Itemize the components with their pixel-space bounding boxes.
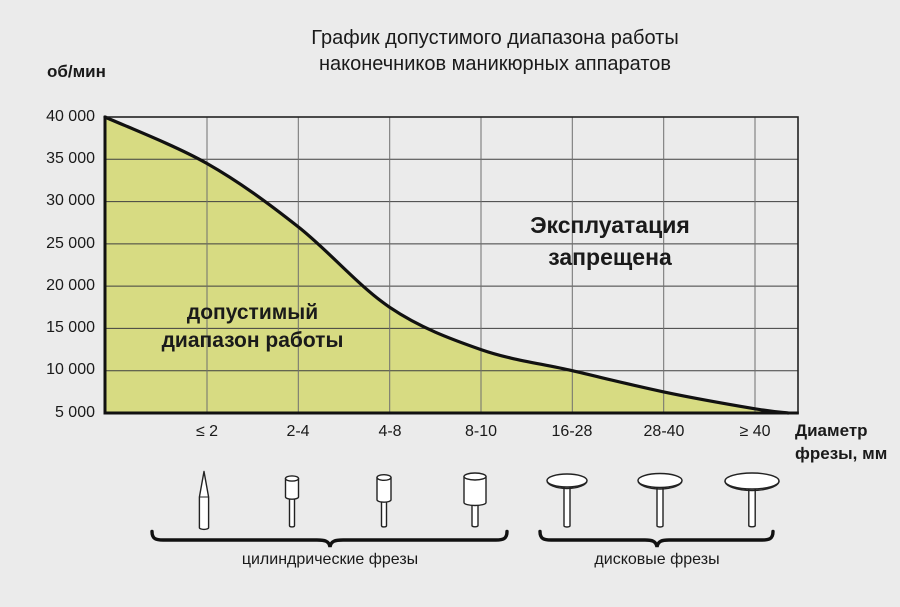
allowed-region-label: допустимый диапазон работы	[130, 299, 375, 355]
bur-icons	[198, 470, 780, 531]
chart-title-line2: наконечников маникюрных аппаратов	[318, 53, 672, 75]
x-tick-label: 8-10	[464, 423, 498, 440]
limit-curve	[103, 115, 790, 415]
y-tick-label: 25 000	[46, 235, 95, 252]
group-brace-cylindrical	[150, 529, 509, 548]
medium-cylinder-bur-icon	[376, 474, 392, 528]
allowed-area	[105, 117, 788, 413]
x-tick-label: ≤ 2	[195, 423, 219, 440]
chart-title-line1: График допустимого диапазона работы	[311, 27, 679, 49]
large-disc-bur-icon	[724, 472, 780, 528]
y-tick-label: 30 000	[46, 192, 95, 209]
x-tick-label: ≥ 40	[739, 423, 771, 440]
medium-disc-bur-icon	[637, 472, 683, 528]
allowed-region-label-line1: допустимый	[186, 301, 319, 324]
x-tick-label: 2-4	[286, 423, 310, 440]
y-axis-unit-label: об/мин	[47, 62, 106, 81]
horizontal-gridlines	[105, 158, 798, 372]
x-tick-label: 16-28	[551, 423, 593, 440]
y-tick-label: 5 000	[54, 404, 95, 421]
x-axis-title: Диаметр фрезы, мм	[795, 419, 887, 465]
x-tick-label: 28-40	[643, 423, 685, 440]
y-tick-label: 40 000	[46, 108, 95, 125]
x-tick-label: 4-8	[378, 423, 402, 440]
group-brace-disc	[538, 529, 775, 548]
vertical-gridlines	[206, 117, 756, 413]
y-tick-label: 15 000	[46, 319, 95, 336]
cylindrical-group-label: цилиндрические фрезы	[241, 551, 419, 568]
forbidden-region-label-line1: Эксплуатация	[530, 212, 690, 238]
allowed-region-label-line2: диапазон работы	[161, 329, 344, 352]
large-cylinder-bur-icon	[463, 472, 487, 528]
forbidden-region-label: Эксплуатация запрещена	[480, 209, 740, 273]
small-disc-bur-icon	[546, 473, 588, 528]
chart-title: График допустимого диапазона работы нако…	[215, 25, 775, 77]
forbidden-region-label-line2: запрещена	[548, 244, 672, 270]
y-tick-label: 35 000	[46, 150, 95, 167]
small-cylinder-bur-icon	[284, 475, 300, 528]
disc-group-label: дисковые фрезы	[594, 551, 720, 568]
y-tick-label: 20 000	[46, 277, 95, 294]
y-tick-label: 10 000	[46, 361, 95, 378]
x-axis-title-line1: Диаметр	[795, 421, 868, 440]
x-axis-title-line2: фрезы, мм	[795, 444, 888, 463]
needle-bur-icon	[198, 470, 210, 531]
